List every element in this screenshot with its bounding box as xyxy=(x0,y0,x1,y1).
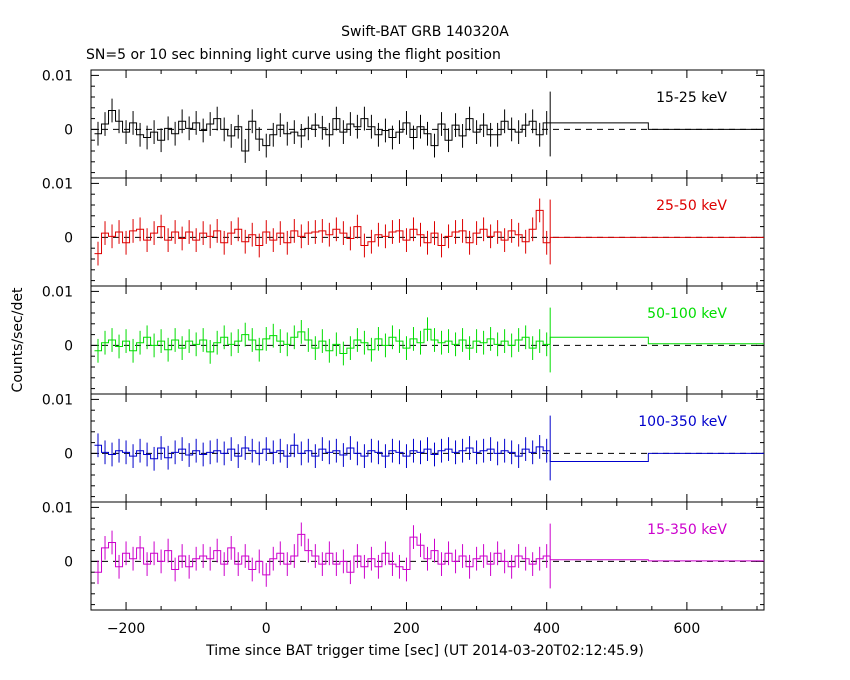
panel-frame xyxy=(90,501,765,611)
long-bin-line xyxy=(549,450,764,462)
y-axis-label: Counts/sec/det xyxy=(10,287,26,392)
series-line xyxy=(94,110,551,152)
panel-3: 0.01 0 50-100 keV xyxy=(42,284,765,395)
long-bin-line xyxy=(549,336,764,345)
y-tick-label: 0.01 xyxy=(42,284,73,300)
band-label: 25-50 keV xyxy=(656,198,727,214)
long-bin-line xyxy=(549,236,764,243)
y-tick-label: 0.01 xyxy=(42,392,73,408)
x-tick-label: 200 xyxy=(393,621,420,637)
y-tick-label: 0 xyxy=(64,338,73,354)
panel-2: 0.01 0 25-50 keV xyxy=(42,176,765,287)
panel-5: 0.01 0 15-350 keV xyxy=(42,500,765,611)
y-tick-label: 0 xyxy=(64,554,73,570)
long-bin-line xyxy=(549,556,764,562)
y-tick-label: 0 xyxy=(64,122,73,138)
x-tick-label: −200 xyxy=(107,621,145,637)
y-tick-label: 0 xyxy=(64,230,73,246)
chart-title: Swift-BAT GRB 140320A xyxy=(341,24,509,40)
x-axis-label: Time since BAT trigger time [sec] (UT 20… xyxy=(205,643,644,659)
x-tick-label: 400 xyxy=(533,621,560,637)
long-bin-line xyxy=(550,122,764,130)
panel-4: 0.01 0 100-350 keV xyxy=(42,392,765,503)
y-tick-label: 0.01 xyxy=(42,176,73,192)
x-tick-label: 0 xyxy=(262,621,271,637)
y-tick-label: 0 xyxy=(64,446,73,462)
panel-1: 0.01 0 15-25 keV xyxy=(42,68,765,179)
band-label: 50-100 keV xyxy=(647,306,727,322)
band-label: 15-350 keV xyxy=(647,522,727,538)
x-tick-label: 600 xyxy=(674,621,701,637)
band-label: 15-25 keV xyxy=(656,90,727,106)
band-label: 100-350 keV xyxy=(638,414,727,430)
y-tick-label: 0.01 xyxy=(42,68,73,84)
y-tick-label: 0.01 xyxy=(42,500,73,516)
chart-subtitle: SN=5 or 10 sec binning light curve using… xyxy=(86,47,501,63)
panels-group: 0.01 0 15-25 keV 0.01 0 25-50 keV 0.01 0 50-100 … xyxy=(42,68,765,637)
